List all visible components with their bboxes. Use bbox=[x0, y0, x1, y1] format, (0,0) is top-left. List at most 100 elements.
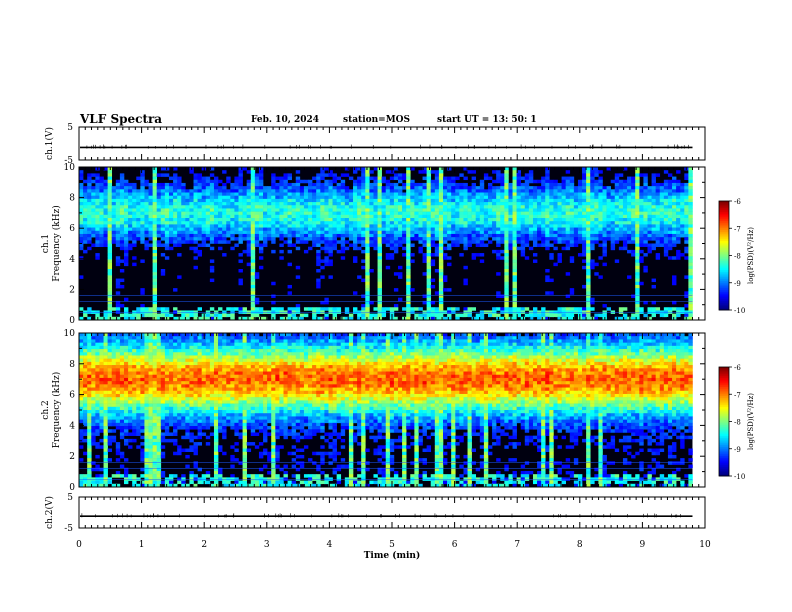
spectrogram-cell bbox=[647, 211, 652, 216]
spectrogram-cell bbox=[426, 262, 432, 267]
spectrogram-cell bbox=[512, 170, 517, 174]
spectrogram-cell bbox=[353, 227, 358, 232]
spectrogram-cell bbox=[422, 167, 427, 171]
spectrogram-cell bbox=[512, 214, 517, 219]
spectrogram-cell bbox=[365, 249, 370, 254]
spectrogram-cell bbox=[688, 297, 693, 302]
spectrogram-cell bbox=[218, 202, 223, 206]
spectrogram-cell bbox=[115, 259, 121, 263]
spectrogram-cell bbox=[406, 288, 411, 292]
spectrogram-cell bbox=[95, 445, 100, 449]
spectrogram-cell bbox=[455, 186, 460, 190]
spectrogram-cell bbox=[635, 300, 640, 305]
spectrogram-cell bbox=[614, 218, 620, 222]
spectrogram-cell bbox=[107, 291, 113, 295]
spectrogram-cell bbox=[590, 195, 595, 200]
spectrogram-cell bbox=[148, 461, 153, 465]
spectrogram-cell bbox=[107, 288, 113, 292]
spectrogram-cell bbox=[684, 291, 689, 295]
spectrogram-cell bbox=[627, 249, 632, 254]
spectrogram-cell bbox=[324, 237, 329, 241]
spectrogram-cell bbox=[79, 316, 84, 321]
spectrogram-cell bbox=[83, 400, 88, 404]
spectrogram-cell bbox=[344, 233, 350, 238]
spectrogram-cell bbox=[324, 173, 329, 177]
spectrogram-cell bbox=[148, 195, 153, 200]
spectrogram-cell bbox=[197, 253, 202, 257]
spectrogram-cell bbox=[275, 192, 280, 196]
spectrogram-cell bbox=[688, 300, 693, 305]
spectrogram-cell bbox=[532, 211, 538, 216]
spectrogram-cell bbox=[438, 256, 444, 260]
spectrogram-cell bbox=[549, 195, 554, 200]
spectrogram-cell bbox=[373, 224, 378, 228]
spectrogram-cell bbox=[573, 186, 579, 190]
spectrogram-cell bbox=[148, 470, 153, 475]
spectrogram-cell bbox=[136, 426, 141, 430]
spectrogram-cell bbox=[459, 230, 464, 235]
spectrogram-cell bbox=[87, 173, 92, 177]
spectrogram-cell bbox=[459, 186, 464, 190]
colorbar-tick-label: -7 bbox=[734, 225, 741, 233]
spectrogram-cell bbox=[348, 198, 354, 203]
spectrogram-cell bbox=[144, 243, 149, 247]
spectrogram-cell bbox=[299, 186, 305, 190]
spectrogram-cell bbox=[87, 480, 92, 485]
spectrogram-cell bbox=[418, 208, 423, 212]
spectrogram-cell bbox=[676, 170, 681, 174]
spectrogram-cell bbox=[418, 249, 423, 254]
spectrogram-cell bbox=[422, 208, 427, 212]
spectrogram-cell bbox=[672, 189, 677, 193]
spectrogram-cell bbox=[177, 233, 182, 238]
spectrogram-cell bbox=[688, 192, 693, 196]
spectrogram-cell bbox=[312, 221, 317, 225]
spectrogram-cell bbox=[455, 182, 460, 187]
spectrogram-cell bbox=[348, 195, 354, 200]
spectrogram-cell bbox=[512, 208, 517, 212]
spectrogram-cell bbox=[254, 189, 260, 193]
spectrogram-cell bbox=[103, 445, 108, 449]
spectrogram-cell bbox=[361, 224, 366, 228]
spectrogram-cell bbox=[447, 198, 452, 203]
spectrogram-cell bbox=[148, 345, 153, 350]
spectrogram-cell bbox=[91, 371, 96, 376]
spectrogram-cell bbox=[475, 186, 481, 190]
spectrogram-cell bbox=[152, 262, 158, 267]
spectrogram-cell bbox=[455, 211, 460, 216]
spectrogram-cell bbox=[598, 218, 603, 222]
spectrogram-cell bbox=[577, 211, 583, 216]
spectrogram-cell bbox=[140, 202, 145, 206]
spectrogram-cell bbox=[107, 214, 113, 219]
spectrogram-cell bbox=[246, 195, 252, 200]
spectrogram-cell bbox=[487, 202, 493, 206]
spectrogram-cell bbox=[598, 170, 603, 174]
spectrogram-cell bbox=[492, 192, 497, 196]
spectrogram-cell bbox=[573, 214, 579, 219]
spectrogram-cell bbox=[451, 240, 456, 244]
spectrogram-cell bbox=[209, 233, 215, 238]
spectrogram-cell bbox=[123, 384, 129, 388]
spectrogram-cell bbox=[230, 221, 235, 225]
spectrogram-cell bbox=[426, 278, 432, 283]
spectrogram-cell bbox=[406, 192, 411, 196]
spectrogram-cell bbox=[152, 179, 158, 184]
spectrogram-cell bbox=[152, 176, 158, 181]
spectrogram-cell bbox=[271, 218, 276, 222]
spectrogram-cell bbox=[332, 195, 337, 200]
spectrogram-cell bbox=[283, 198, 288, 203]
spectrogram-cell bbox=[618, 202, 624, 206]
spectrogram-cell bbox=[627, 198, 632, 203]
spectrogram-cell bbox=[598, 176, 603, 181]
spectrogram-cell bbox=[144, 355, 149, 359]
spectrogram-cell bbox=[447, 313, 452, 318]
spectrogram-cell bbox=[643, 269, 648, 273]
spectrogram-cell bbox=[373, 167, 378, 171]
spectrogram-cell bbox=[398, 297, 403, 302]
spectrogram-cell bbox=[647, 227, 652, 232]
spectrogram-cell bbox=[582, 167, 587, 171]
spectrogram-cell bbox=[373, 214, 378, 219]
spectrogram-cell bbox=[451, 307, 456, 311]
spectrogram-cell bbox=[438, 249, 444, 254]
spectrogram-cell bbox=[279, 249, 284, 254]
spectrogram-cell bbox=[107, 429, 113, 433]
